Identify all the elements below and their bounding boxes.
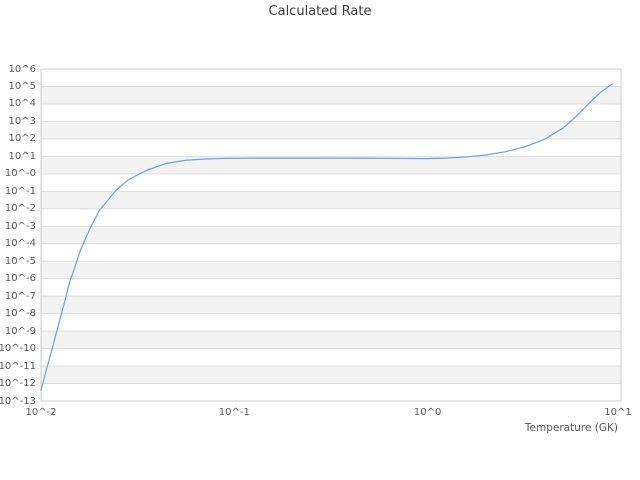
plot-band: [41, 278, 621, 297]
x-tick-label: 10^0: [413, 407, 442, 418]
y-tick-label: 10^6: [8, 63, 36, 75]
y-tick-label: 10^4: [8, 98, 36, 110]
plot-band: [41, 313, 621, 332]
y-tick-label: 10^5: [8, 80, 36, 92]
plot-band: [41, 296, 621, 314]
chart-title: Calculated Rate: [268, 4, 372, 19]
x-axis-title: Temperature (GK): [524, 422, 618, 434]
plot-band: [41, 191, 621, 209]
plot-band: [41, 348, 621, 367]
plot-band: [41, 383, 621, 401]
y-tick-label: 10^3: [8, 115, 36, 127]
y-tick-label: 10^-8: [4, 308, 36, 320]
y-tick-label: 10^-6: [4, 273, 36, 285]
rate-curve: [40, 83, 613, 392]
x-tick-label: 10^-2: [25, 407, 57, 418]
y-tick-label: 10^-13: [0, 395, 36, 407]
y-tick-label: 10^-3: [4, 220, 36, 232]
y-tick-label: 10^-12: [0, 378, 36, 390]
plot-band: [41, 366, 621, 384]
plot-band: [41, 208, 621, 227]
plot-band: [41, 156, 621, 174]
y-tick-label: 10^-4: [4, 238, 36, 250]
y-tick-label: 10^-0: [4, 168, 36, 180]
y-tick-label: 10^-7: [4, 290, 36, 302]
y-tick-label: 10^-2: [4, 203, 36, 215]
plot-band: [41, 86, 621, 104]
x-tick-label: 10^-1: [218, 407, 250, 418]
y-tick-label: 10^-10: [0, 343, 36, 355]
plot-band: [41, 69, 621, 87]
y-tick-label: 10^2: [8, 133, 36, 145]
plot-band: [41, 138, 621, 157]
x-tick-label: 10^1: [604, 407, 632, 418]
plot-band: [41, 103, 621, 122]
plot-border: [40, 68, 622, 402]
y-tick-label: 10^-1: [4, 185, 36, 197]
plot-band: [41, 261, 621, 279]
y-tick-label: 10^-5: [4, 255, 36, 267]
plot-band: [41, 121, 621, 139]
plot-band: [41, 331, 621, 349]
plot-band: [41, 173, 621, 192]
plot-band: [41, 243, 621, 262]
plot-band: [41, 226, 621, 244]
y-tick-label: 10^-11: [0, 360, 36, 372]
y-tick-label: 10^1: [8, 150, 36, 162]
y-tick-label: 10^-9: [4, 325, 36, 337]
